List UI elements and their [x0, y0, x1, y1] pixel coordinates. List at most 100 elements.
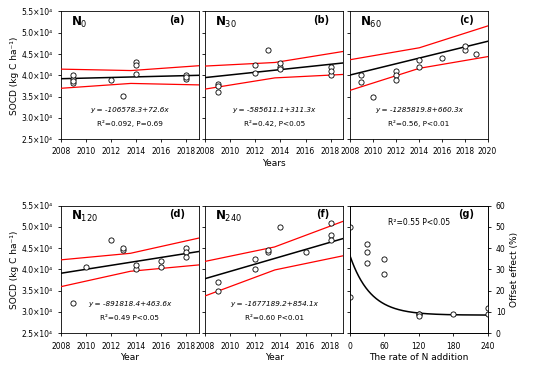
Point	[326, 72, 335, 79]
Text: R²=0.092, P=0.69: R²=0.092, P=0.69	[97, 120, 163, 127]
Point	[69, 300, 78, 306]
Text: (d): (d)	[169, 210, 185, 219]
Point	[346, 294, 355, 300]
Point	[251, 256, 260, 262]
Text: R²=0.60 P<0.01: R²=0.60 P<0.01	[245, 315, 304, 321]
Text: (g): (g)	[458, 210, 474, 219]
Point	[157, 264, 166, 270]
Point	[213, 89, 222, 95]
Point	[449, 311, 458, 317]
Text: y = -1677189.2+854.1x: y = -1677189.2+854.1x	[230, 301, 318, 307]
Point	[460, 43, 469, 49]
Text: R²=0.42, P<0.05: R²=0.42, P<0.05	[244, 120, 305, 127]
Point	[326, 232, 335, 238]
Point	[357, 79, 366, 85]
Text: y = -891818.4+463.6x: y = -891818.4+463.6x	[88, 301, 171, 307]
Point	[251, 62, 260, 68]
Text: R²=0.56, P<0.01: R²=0.56, P<0.01	[388, 120, 449, 127]
Point	[363, 241, 372, 247]
Point	[460, 47, 469, 53]
Point	[391, 68, 400, 74]
Point	[264, 249, 273, 255]
Point	[414, 64, 423, 70]
Point	[131, 62, 140, 68]
Text: $\mathbf{N}_{0}$: $\mathbf{N}_{0}$	[70, 15, 87, 30]
Point	[363, 249, 372, 255]
X-axis label: Years: Years	[263, 159, 286, 168]
Point	[326, 237, 335, 243]
Y-axis label: SOCD (kg C ha⁻¹): SOCD (kg C ha⁻¹)	[10, 36, 19, 115]
Point	[106, 237, 115, 243]
Point	[182, 249, 191, 255]
Text: (a): (a)	[170, 15, 185, 25]
Point	[69, 76, 78, 82]
Point	[264, 47, 273, 53]
Point	[326, 68, 335, 74]
Point	[182, 74, 191, 80]
Point	[69, 72, 78, 79]
Point	[326, 64, 335, 70]
Point	[326, 219, 335, 226]
Point	[414, 311, 423, 317]
Point	[380, 270, 389, 277]
Text: $\mathbf{N}_{30}$: $\mathbf{N}_{30}$	[215, 15, 237, 30]
Point	[414, 313, 423, 319]
Text: y = -1285819.8+660.3x: y = -1285819.8+660.3x	[375, 107, 463, 113]
Point	[119, 245, 128, 251]
Point	[69, 80, 78, 86]
Point	[414, 311, 423, 317]
Text: (c): (c)	[459, 15, 474, 25]
Point	[69, 78, 78, 84]
Point	[182, 254, 191, 260]
Point	[213, 279, 222, 285]
Point	[251, 266, 260, 272]
Point	[251, 70, 260, 76]
Point	[182, 72, 191, 78]
Point	[414, 57, 423, 64]
Point	[213, 81, 222, 87]
Point	[131, 71, 140, 77]
Text: R²=0.49 P<0.05: R²=0.49 P<0.05	[100, 315, 159, 321]
Text: $\mathbf{N}_{60}$: $\mathbf{N}_{60}$	[360, 15, 381, 30]
Text: (f): (f)	[316, 210, 329, 219]
Point	[368, 93, 377, 100]
Point	[346, 224, 355, 230]
Point	[276, 59, 285, 65]
Point	[301, 249, 310, 255]
X-axis label: Year: Year	[120, 354, 139, 362]
Point	[357, 72, 366, 79]
Point	[276, 64, 285, 70]
Point	[437, 55, 446, 61]
Point	[391, 77, 400, 83]
Point	[483, 311, 492, 317]
Point	[131, 262, 140, 268]
Text: $\mathbf{N}_{120}$: $\mathbf{N}_{120}$	[70, 210, 98, 224]
Point	[213, 288, 222, 294]
Point	[391, 72, 400, 79]
Point	[81, 264, 90, 270]
Text: R²=0.55 P<0.05: R²=0.55 P<0.05	[388, 218, 450, 227]
Point	[213, 83, 222, 89]
Point	[363, 260, 372, 266]
Point	[157, 258, 166, 264]
Point	[119, 93, 128, 99]
Point	[182, 245, 191, 251]
Point	[106, 77, 115, 83]
Point	[131, 266, 140, 272]
Text: (b): (b)	[313, 15, 329, 25]
Point	[119, 247, 128, 253]
Point	[131, 59, 140, 65]
Point	[471, 51, 480, 57]
Point	[380, 256, 389, 262]
X-axis label: The rate of N addition: The rate of N addition	[369, 354, 468, 362]
Point	[182, 76, 191, 82]
Point	[483, 304, 492, 311]
Point	[264, 247, 273, 253]
Text: $\mathbf{N}_{240}$: $\mathbf{N}_{240}$	[215, 210, 242, 224]
Point	[276, 224, 285, 230]
Text: y = -106578.3+72.6x: y = -106578.3+72.6x	[90, 107, 169, 113]
Text: y = -585611.1+311.3x: y = -585611.1+311.3x	[233, 107, 316, 113]
Point	[276, 66, 285, 72]
X-axis label: Year: Year	[265, 354, 284, 362]
Y-axis label: Offset effect (%): Offset effect (%)	[510, 232, 519, 307]
